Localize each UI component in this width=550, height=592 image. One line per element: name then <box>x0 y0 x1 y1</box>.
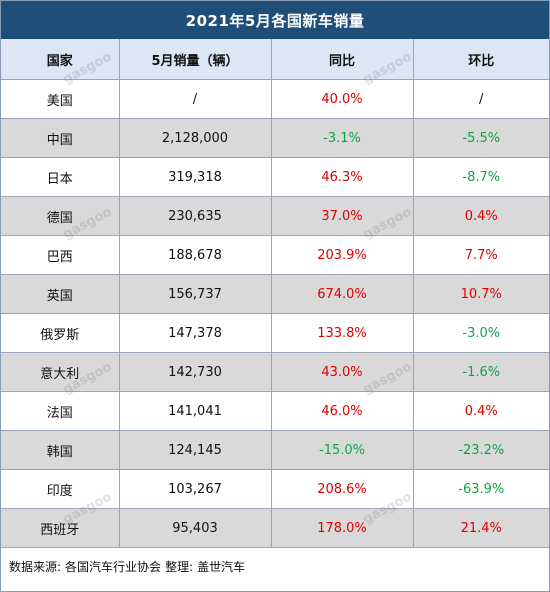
yoy-cell: 133.8% <box>271 313 414 353</box>
source-value: 各国汽车行业协会 <box>65 559 162 574</box>
table-row: 西班牙 95,403 178.0% 21.4% <box>1 508 549 548</box>
table-row: 中国 2,128,000 -3.1% -5.5% <box>1 118 549 158</box>
table-row: 德国 230,635 37.0% 0.4% <box>1 196 549 236</box>
yoy-cell: 46.0% <box>271 391 414 431</box>
country-cell: 印度 <box>1 469 120 509</box>
compiled-value: 盖世汽车 <box>197 559 246 574</box>
yoy-cell: 43.0% <box>271 352 414 392</box>
yoy-cell: -15.0% <box>271 430 414 470</box>
mom-cell: -63.9% <box>413 469 549 509</box>
mom-cell: -23.2% <box>413 430 549 470</box>
header-country: 国家 <box>1 39 120 80</box>
mom-cell: 7.7% <box>413 235 549 275</box>
table-row: 韩国 124,145 -15.0% -23.2% <box>1 430 549 470</box>
mom-cell: / <box>413 79 549 119</box>
country-cell: 德国 <box>1 196 120 236</box>
mom-cell: -5.5% <box>413 118 549 158</box>
table-title: 2021年5月各国新车销量 <box>1 1 549 39</box>
yoy-cell: 208.6% <box>271 469 414 509</box>
mom-cell: 0.4% <box>413 391 549 431</box>
header-mom: 环比 <box>413 39 549 80</box>
yoy-cell: 46.3% <box>271 157 414 197</box>
mom-cell: 21.4% <box>413 508 549 548</box>
country-cell: 法国 <box>1 391 120 431</box>
yoy-cell: 674.0% <box>271 274 414 314</box>
country-cell: 意大利 <box>1 352 120 392</box>
country-cell: 西班牙 <box>1 508 120 548</box>
table-body: 美国/40.0% / 中国 2,128,000 -3.1% -5.5% 日本 319,318 4… <box>1 79 549 548</box>
country-cell: 中国 <box>1 118 120 158</box>
table-header-row: 国家 5月销量（辆） 同比 环比 <box>1 39 549 80</box>
sales-cell: 319,318 <box>119 157 272 197</box>
country-cell: 俄罗斯 <box>1 313 120 353</box>
sales-cell: 2,128,000 <box>119 118 272 158</box>
sales-table: 国家 5月销量（辆） 同比 环比 美国/40.0% / 中国 2,128,000 -3.… <box>1 39 549 548</box>
yoy-cell: 203.9% <box>271 235 414 275</box>
mom-cell: -8.7% <box>413 157 549 197</box>
country-cell: 美国 <box>1 79 120 119</box>
sales-cell: / <box>119 79 272 119</box>
mom-cell: -3.0% <box>413 313 549 353</box>
country-cell: 日本 <box>1 157 120 197</box>
table-row: 巴西 188,678 203.9% 7.7% <box>1 235 549 275</box>
sales-cell: 188,678 <box>119 235 272 275</box>
mom-cell: 10.7% <box>413 274 549 314</box>
table-row: 法国 141,041 46.0% 0.4% <box>1 391 549 431</box>
country-cell: 韩国 <box>1 430 120 470</box>
yoy-cell: -3.1% <box>271 118 414 158</box>
table-row: 美国/40.0% / <box>1 79 549 119</box>
yoy-cell: 40.0% <box>271 79 414 119</box>
country-cell: 巴西 <box>1 235 120 275</box>
table-row: 印度 103,267 208.6% -63.9% <box>1 469 549 509</box>
country-cell: 英国 <box>1 274 120 314</box>
header-sales: 5月销量（辆） <box>119 39 272 80</box>
table-row: 俄罗斯 147,378 133.8% -3.0% <box>1 313 549 353</box>
header-yoy: 同比 <box>271 39 414 80</box>
table-row: 英国 156,737 674.0% 10.7% <box>1 274 549 314</box>
source-note: 数据来源: 各国汽车行业协会 整理: 盖世汽车 <box>1 548 549 584</box>
compiled-label: 整理: <box>165 559 194 574</box>
yoy-cell: 178.0% <box>271 508 414 548</box>
table-row: 日本 319,318 46.3% -8.7% <box>1 157 549 197</box>
sales-cell: 156,737 <box>119 274 272 314</box>
sales-cell: 95,403 <box>119 508 272 548</box>
mom-cell: -1.6% <box>413 352 549 392</box>
yoy-cell: 37.0% <box>271 196 414 236</box>
source-label: 数据来源: <box>9 559 62 574</box>
sales-cell: 103,267 <box>119 469 272 509</box>
sales-cell: 141,041 <box>119 391 272 431</box>
sales-cell: 230,635 <box>119 196 272 236</box>
sales-cell: 124,145 <box>119 430 272 470</box>
table-row: 意大利 142,730 43.0% -1.6% <box>1 352 549 392</box>
mom-cell: 0.4% <box>413 196 549 236</box>
sales-cell: 142,730 <box>119 352 272 392</box>
sales-cell: 147,378 <box>119 313 272 353</box>
